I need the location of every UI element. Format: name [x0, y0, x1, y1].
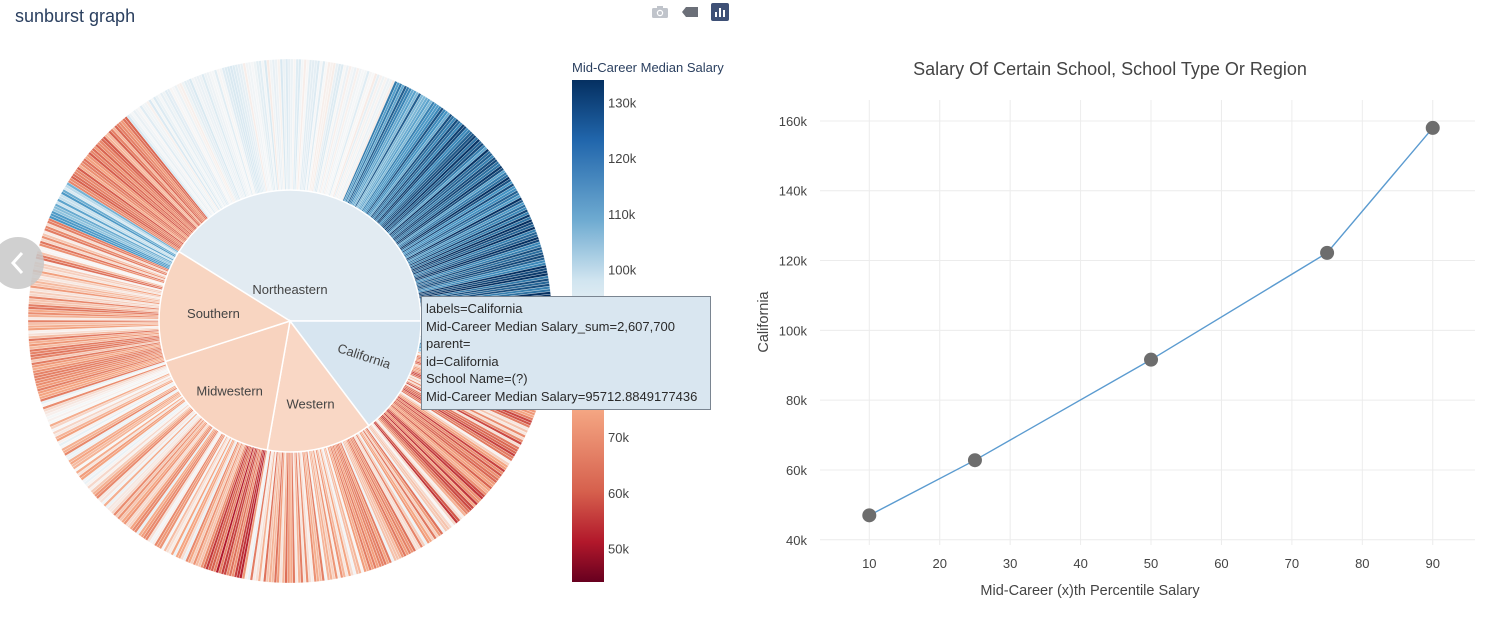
y-tick-label: 60k [786, 463, 807, 478]
region-wedge[interactable] [164, 319, 291, 451]
region-label: Western [286, 396, 334, 411]
x-tick-label: 50 [1144, 556, 1158, 571]
y-axis-label: California [756, 290, 772, 352]
previous-slide-button[interactable] [0, 237, 44, 289]
tag-icon[interactable] [680, 3, 700, 21]
colorbar-tick-label: 100k [608, 263, 637, 278]
sunburst-outer-ring [27, 58, 553, 584]
sunburst-region-labels: NortheasternCaliforniaWesternMidwesternS… [187, 282, 393, 411]
page-title: sunburst graph [15, 6, 136, 26]
series-points [862, 120, 1440, 523]
x-tick-label: 70 [1285, 556, 1299, 571]
data-point[interactable] [862, 508, 877, 523]
data-point[interactable] [1320, 245, 1335, 260]
tooltip-line: parent= [426, 336, 471, 352]
tooltip-line: labels=California [426, 301, 523, 316]
region-wedge[interactable] [266, 319, 370, 453]
x-tick-label: 30 [1003, 556, 1017, 571]
region-label: Northeastern [252, 282, 327, 297]
y-tick-label: 80k [786, 393, 807, 408]
y-axis-ticks: 40k 60k 80k 100k 120k 140k 160k [779, 114, 808, 548]
grid [820, 100, 1475, 545]
y-tick-label: 40k [786, 533, 807, 548]
sunburst-chart: NortheasternCaliforniaWesternMidwesternS… [27, 58, 553, 584]
sunburst-inner-ring [158, 189, 422, 453]
colorbar-tick-label: 50k [608, 542, 629, 557]
hover-tooltip: labels=California Mid-Career Median Sala… [421, 296, 711, 410]
x-axis-ticks: 10 20 30 40 50 60 70 80 90 [862, 556, 1440, 571]
plotly-logo-icon[interactable] [710, 3, 730, 21]
x-tick-label: 40 [1073, 556, 1087, 571]
x-tick-label: 20 [932, 556, 946, 571]
region-wedge[interactable] [177, 189, 422, 322]
camera-icon[interactable] [650, 3, 670, 21]
colorbar-tick-label: 110k [608, 207, 636, 222]
region-label: Southern [187, 306, 240, 321]
colorbar-title: Mid-Career Median Salary [572, 60, 724, 75]
colorbar-tick-label: 70k [608, 430, 629, 445]
chevron-left-icon [10, 251, 24, 275]
data-point[interactable] [967, 453, 982, 468]
x-axis-label: Mid-Career (x)th Percentile Salary [980, 583, 1200, 599]
x-tick-label: 90 [1426, 556, 1440, 571]
y-tick-label: 160k [779, 114, 808, 129]
x-tick-label: 60 [1214, 556, 1228, 571]
tooltip-line: Mid-Career Median Salary=95712.884917743… [426, 388, 698, 404]
tooltip-line: School Name=(?) [426, 371, 528, 387]
line-chart: Salary Of Certain School, School Type Or… [756, 59, 1475, 599]
y-tick-label: 140k [779, 184, 808, 199]
x-tick-label: 10 [862, 556, 876, 571]
y-tick-label: 120k [779, 254, 808, 269]
region-wedge[interactable] [158, 250, 292, 363]
tooltip-line: id=California [426, 353, 499, 369]
x-tick-label: 80 [1355, 556, 1369, 571]
region-label: Midwestern [196, 383, 262, 398]
y-tick-label: 100k [779, 323, 808, 338]
modebar [650, 2, 730, 22]
chart-title: Salary Of Certain School, School Type Or… [913, 59, 1307, 79]
colorbar-tick-label: 130k [608, 95, 637, 110]
colorbar-tick-label: 60k [608, 486, 629, 501]
tooltip-line: Mid-Career Median Salary_sum=2,607,700 [426, 318, 675, 334]
colorbar-tick-label: 120k [608, 151, 637, 166]
data-point[interactable] [1144, 352, 1159, 367]
region-wedge[interactable] [288, 320, 422, 427]
data-point[interactable] [1425, 120, 1440, 135]
